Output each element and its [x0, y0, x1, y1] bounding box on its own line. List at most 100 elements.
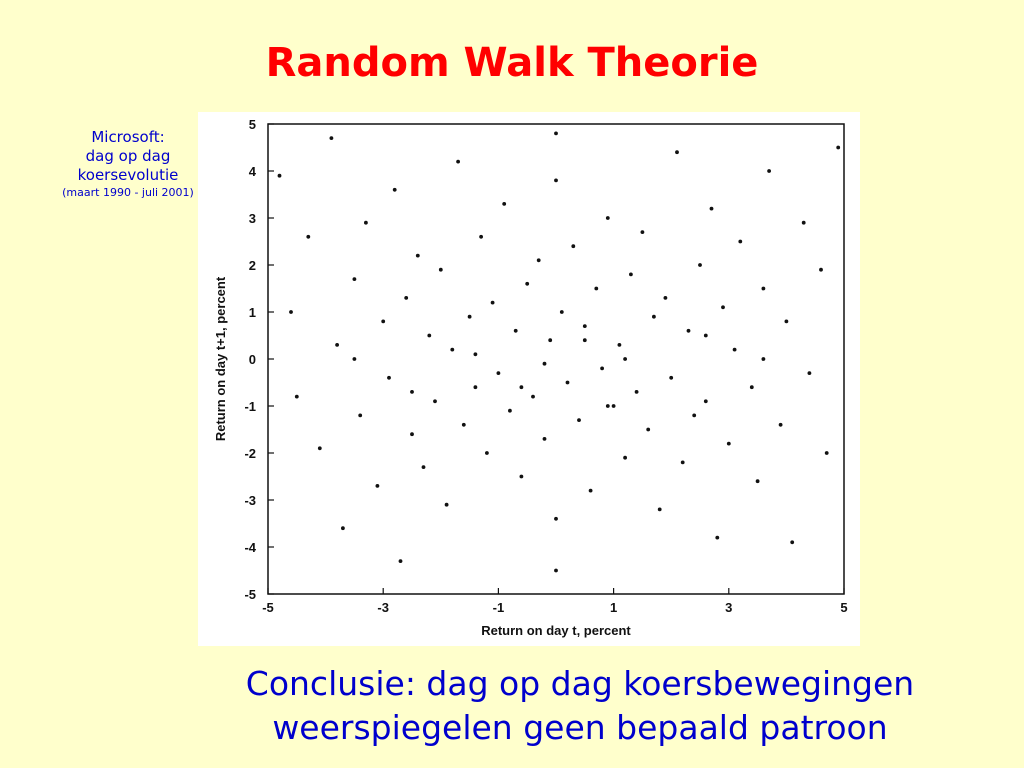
scatter-point: [519, 385, 524, 390]
y-tick-label: -2: [244, 446, 256, 461]
scatter-point: [410, 432, 414, 437]
scatter-point: [548, 338, 553, 343]
scatter-point: [473, 385, 478, 390]
scatter-point: [433, 399, 437, 404]
scatter-point: [646, 427, 651, 432]
x-tick-label: -5: [262, 600, 274, 615]
scatter-point: [565, 380, 570, 385]
x-tick-label: 1: [610, 600, 617, 615]
scatter-point: [542, 437, 547, 441]
scatter-point: [571, 244, 576, 249]
scatter-point: [617, 343, 622, 347]
conclusion-line-1: Conclusie: dag op dag koersbewegingen: [245, 664, 915, 703]
scatter-point: [496, 371, 501, 375]
scatter-point: [352, 357, 357, 361]
scatter-point: [329, 136, 334, 140]
caption-period: (maart 1990 - juli 2001): [62, 186, 194, 199]
scatter-point: [508, 408, 512, 413]
scatter-point: [634, 390, 639, 394]
scatter-point: [807, 371, 812, 375]
scatter-point: [761, 286, 766, 291]
scatter-point: [335, 343, 339, 347]
slide-title: Random Walk Theorie: [265, 40, 759, 86]
scatter-point: [721, 305, 725, 310]
scatter-point: [467, 314, 472, 319]
scatter-point: [421, 465, 426, 469]
scatter-point: [709, 206, 714, 211]
x-tick-label: 5: [840, 600, 847, 615]
scatter-point: [392, 187, 397, 192]
scatter-point: [588, 488, 593, 493]
scatter-point: [761, 357, 766, 361]
scatter-chart: -5 -3 -1 1 3 5 5 4 3 2 1 0 -1 -2 -3 -4 -5 Return on day …: [198, 112, 860, 646]
scatter-point: [663, 296, 668, 300]
scatter-point: [778, 422, 783, 427]
y-axis-label: Return on day t+1, percent: [213, 276, 228, 441]
scatter-point: [456, 159, 460, 164]
scatter-point: [387, 375, 391, 380]
scatter-point: [536, 258, 541, 263]
scatter-point: [675, 150, 679, 155]
scatter-point: [836, 145, 841, 150]
scatter-point: [450, 347, 455, 352]
scatter-point: [485, 451, 489, 455]
scatter-point: [513, 328, 518, 333]
scatter-point: [294, 394, 299, 399]
scatter-point: [404, 296, 409, 300]
y-tick-label: 2: [249, 258, 256, 273]
scatter-point: [490, 300, 495, 305]
scatter-point: [784, 319, 789, 324]
scatter-point: [790, 540, 795, 545]
scatter-point: [623, 357, 627, 361]
scatter-point: [554, 178, 558, 183]
y-tick-label: -4: [244, 540, 256, 555]
y-tick-label: -1: [244, 399, 256, 414]
scatter-point: [317, 446, 322, 451]
scatter-point: [819, 267, 823, 272]
scatter-point: [767, 169, 771, 173]
scatter-point: [755, 479, 760, 484]
caption-measure: koersevolutie: [77, 166, 179, 184]
scatter-point: [554, 568, 558, 573]
scatter-point: [577, 418, 581, 422]
y-tick-label: 4: [249, 164, 257, 179]
scatter-point: [381, 319, 386, 324]
scatter-point: [652, 314, 656, 319]
scatter-point: [554, 131, 558, 136]
scatter-point: [669, 375, 674, 380]
scatter-point: [732, 347, 737, 352]
scatter-point: [438, 267, 443, 272]
scatter-point: [473, 352, 478, 357]
scatter-point: [611, 404, 616, 408]
scatter-point: [582, 338, 587, 343]
scatter-point: [461, 422, 466, 427]
y-tick-label: 1: [249, 305, 256, 320]
scatter-point: [559, 310, 564, 314]
scatter-point: [640, 230, 645, 234]
scatter-point: [657, 507, 662, 512]
scatter-point: [479, 234, 483, 239]
data-points: [277, 131, 841, 573]
scatter-plot-svg: -5 -3 -1 1 3 5 5 4 3 2 1 0 -1 -2 -3 -4 -5 Return on day …: [213, 117, 848, 638]
scatter-point: [582, 324, 587, 328]
scatter-point: [410, 390, 414, 394]
scatter-point: [715, 535, 720, 540]
scatter-point: [738, 239, 743, 244]
scatter-point: [692, 413, 697, 418]
scatter-point: [703, 333, 708, 338]
scatter-point: [629, 272, 633, 277]
scatter-point: [542, 361, 547, 366]
scatter-point: [749, 385, 754, 390]
x-axis-label: Return on day t, percent: [481, 623, 631, 638]
scatter-point: [801, 220, 806, 225]
x-tick-label: -1: [493, 600, 505, 615]
x-tick-label: -3: [377, 600, 389, 615]
scatter-point: [341, 526, 345, 531]
scatter-point: [444, 502, 449, 507]
conclusion-text: Conclusie: dag op dag koersbewegingen we…: [200, 662, 960, 750]
y-tick-label: -5: [244, 587, 256, 602]
scatter-point: [525, 281, 530, 286]
y-tick-label: -3: [244, 493, 256, 508]
scatter-point: [364, 220, 368, 225]
conclusion-line-2: weerspiegelen geen bepaald patroon: [272, 708, 888, 747]
